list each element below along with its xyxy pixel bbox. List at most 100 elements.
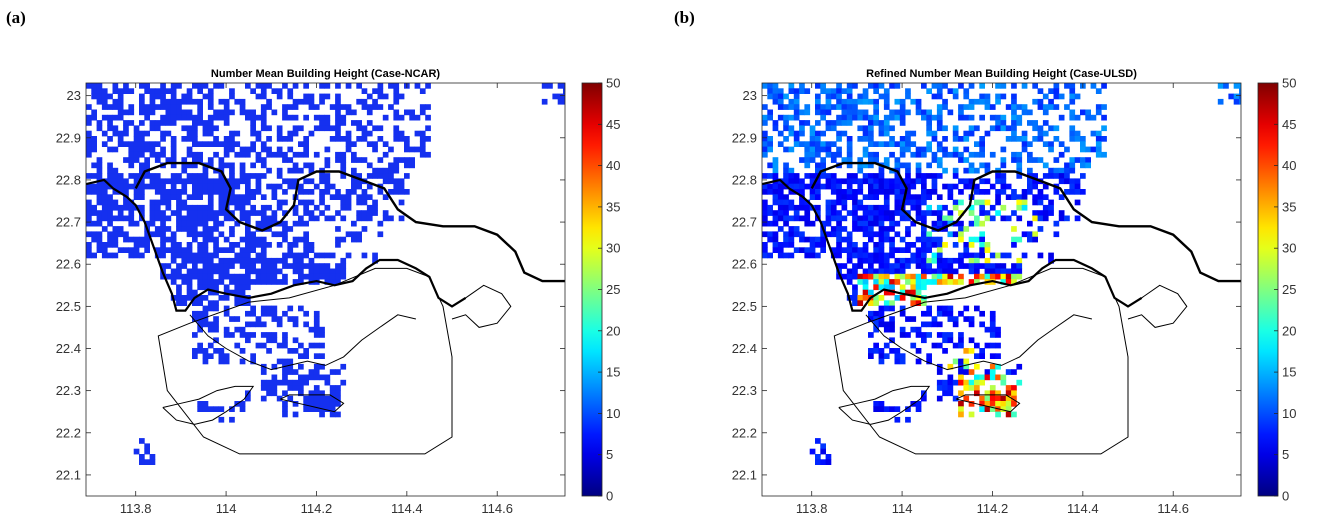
heat-cell <box>282 337 288 344</box>
heat-cell <box>287 130 294 137</box>
heat-cell <box>974 363 980 370</box>
heat-cell <box>783 162 789 169</box>
heat-cell <box>160 88 166 94</box>
heat-cell <box>915 279 922 285</box>
heat-cell <box>910 273 917 280</box>
heat-cell <box>889 236 895 243</box>
heat-cell <box>846 146 853 153</box>
heat-cell <box>170 109 177 116</box>
heat-cell <box>926 114 932 121</box>
heat-cell <box>96 215 103 222</box>
heat-cell <box>128 210 135 216</box>
heat-cell <box>995 411 1001 418</box>
heat-cell <box>910 295 917 301</box>
heat-cell <box>1032 215 1038 222</box>
heat-cell <box>393 183 400 190</box>
heat-cell <box>133 189 140 195</box>
heat-cell <box>245 337 251 344</box>
heat-cell <box>218 257 225 264</box>
heat-cell <box>276 88 283 94</box>
heat-cell <box>984 215 991 222</box>
heat-cell <box>915 252 922 259</box>
heat-cell <box>176 273 182 280</box>
heat-cell <box>361 157 368 163</box>
heat-cell <box>899 310 906 317</box>
heat-cell <box>377 173 384 179</box>
heat-cell <box>202 83 209 89</box>
heat-cell <box>186 194 193 200</box>
heat-cell <box>852 189 858 195</box>
heat-cell <box>883 321 890 328</box>
heat-cell <box>1080 141 1086 147</box>
heat-cell <box>825 231 832 238</box>
heat-cell <box>282 379 288 386</box>
heat-cell <box>298 363 304 370</box>
heat-cell <box>207 189 214 195</box>
heat-cell <box>815 130 821 137</box>
heat-cell <box>820 173 826 179</box>
heat-cell <box>308 93 315 100</box>
heat-cell <box>889 326 895 333</box>
heat-cell <box>340 257 347 264</box>
heat-cell <box>926 358 932 365</box>
heat-cell <box>783 210 789 216</box>
heat-cell <box>207 210 214 216</box>
heat-cell <box>308 257 315 264</box>
heat-cell <box>793 109 800 116</box>
heat-cell <box>1048 167 1054 174</box>
heat-cell <box>777 104 784 110</box>
heat-cell <box>234 326 241 333</box>
heat-cell <box>836 146 842 153</box>
heat-cell <box>154 173 161 179</box>
heat-cell <box>563 93 565 100</box>
heat-cell <box>762 220 768 227</box>
heat-cell <box>1080 173 1086 179</box>
heat-cell <box>335 109 341 116</box>
heat-cell <box>250 231 256 238</box>
heat-cell <box>799 231 805 238</box>
heat-cell <box>915 204 922 211</box>
heat-cell <box>101 189 108 195</box>
colorbar-tick-label: 10 <box>1282 406 1296 421</box>
heat-cell <box>889 242 895 248</box>
heat-cell <box>117 247 124 253</box>
heat-cell <box>905 88 911 94</box>
heat-cell <box>345 194 352 200</box>
heat-cell <box>915 146 922 153</box>
heat-cell <box>287 263 294 269</box>
heat-cell <box>926 125 932 132</box>
heat-cell <box>809 252 816 259</box>
heat-cell <box>777 247 784 253</box>
heat-cell <box>202 284 209 291</box>
heat-cell <box>245 284 251 291</box>
heat-cell <box>176 178 182 185</box>
heat-cell <box>202 189 209 195</box>
heat-cell <box>361 136 368 142</box>
heat-cell <box>266 215 272 222</box>
heat-cell <box>1053 104 1060 110</box>
heat-cell <box>335 93 341 100</box>
heat-cell <box>947 273 954 280</box>
heat-cell <box>234 220 241 227</box>
heat-cell <box>915 406 922 412</box>
heat-cell <box>234 284 241 291</box>
heat-cell <box>936 83 943 89</box>
heat-cell <box>868 83 874 89</box>
heat-cell <box>788 252 795 259</box>
heat-cell <box>176 295 182 301</box>
heat-cell <box>128 88 135 94</box>
heat-cell <box>255 321 262 328</box>
heat-cell <box>942 83 948 89</box>
heat-cell <box>767 210 773 216</box>
heat-cell <box>260 88 267 94</box>
heat-cell <box>229 183 235 190</box>
heat-cell <box>165 104 172 110</box>
heat-cell <box>809 136 816 142</box>
heat-cell <box>260 395 267 402</box>
heat-cell <box>372 125 378 132</box>
heat-cell <box>952 268 959 275</box>
heat-cell <box>229 316 235 322</box>
heat-cell <box>1011 395 1017 402</box>
heat-cell <box>101 194 108 200</box>
heat-cell <box>862 273 869 280</box>
